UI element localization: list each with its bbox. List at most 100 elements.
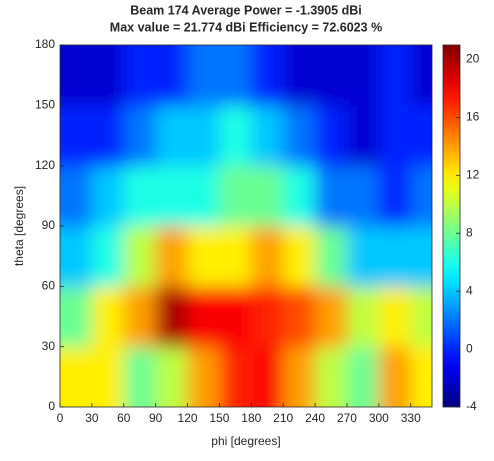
cell: [187, 346, 220, 407]
cell: [346, 346, 380, 407]
cell: [378, 105, 412, 167]
cell: [155, 226, 189, 287]
y-tick-label: 90: [42, 218, 56, 232]
cell: [378, 165, 412, 227]
cell: [315, 286, 348, 348]
plot-area: [60, 45, 432, 407]
cell: [346, 45, 380, 106]
cell: [219, 165, 252, 227]
y-tick-label: 60: [42, 279, 56, 293]
cell: [315, 45, 348, 106]
cell: [187, 105, 220, 167]
cell: [410, 45, 432, 106]
y-tick-label: 150: [35, 98, 55, 112]
field: [60, 45, 432, 407]
cell: [60, 45, 93, 106]
cell: [410, 346, 432, 407]
x-tick-label: 300: [369, 411, 389, 425]
cell: [315, 346, 348, 407]
cell: [378, 286, 412, 348]
cell: [251, 45, 284, 106]
cell: [91, 45, 125, 106]
cell: [251, 226, 284, 287]
cell: [155, 165, 189, 227]
cell: [251, 346, 284, 407]
cell: [91, 226, 125, 287]
colorbar-tick-label: 0: [466, 341, 473, 355]
cell: [378, 346, 412, 407]
cell: [91, 165, 125, 227]
cell: [346, 226, 380, 287]
x-tick-label: 270: [337, 411, 357, 425]
x-tick-label: 240: [305, 411, 325, 425]
cell: [315, 105, 348, 167]
y-tick-label: 0: [48, 399, 55, 413]
x-tick-label: 330: [401, 411, 421, 425]
x-tick-label: 210: [273, 411, 293, 425]
cell: [155, 105, 189, 167]
cell: [315, 226, 348, 287]
cell: [123, 45, 157, 106]
cell: [123, 165, 157, 227]
cell: [219, 105, 252, 167]
cell: [187, 45, 220, 106]
x-axis-label: phi [degrees]: [211, 434, 280, 448]
cell: [346, 286, 380, 348]
cell: [187, 226, 220, 287]
y-tick-label: 180: [35, 37, 55, 51]
cell: [219, 286, 252, 348]
cell: [410, 105, 432, 167]
cell: [219, 45, 252, 106]
cell: [123, 105, 157, 167]
x-tick-label: 90: [149, 411, 163, 425]
x-tick-label: 30: [85, 411, 99, 425]
cell: [91, 105, 125, 167]
chart-subtitle: Max value = 21.774 dBi Efficiency = 72.6…: [110, 20, 382, 34]
cell: [315, 165, 348, 227]
cell: [346, 105, 380, 167]
cell: [123, 226, 157, 287]
y-tick-label: 30: [42, 339, 56, 353]
cell: [251, 165, 284, 227]
chart-title: Beam 174 Average Power = -1.3905 dBi: [130, 3, 362, 17]
cell: [283, 165, 316, 227]
cell: [91, 286, 125, 348]
cell: [123, 286, 157, 348]
cell: [378, 226, 412, 287]
cell: [283, 346, 316, 407]
x-tick-label: 120: [178, 411, 198, 425]
colorbar-tick-label: -4: [466, 399, 477, 413]
cell: [155, 346, 189, 407]
x-tick-label: 0: [57, 411, 64, 425]
cell: [283, 105, 316, 167]
colorbar: [442, 44, 461, 408]
cell: [378, 45, 412, 106]
colorbar-tick-label: 12: [466, 167, 480, 181]
cell: [283, 226, 316, 287]
cell: [187, 286, 220, 348]
cell: [283, 286, 316, 348]
cell: [60, 226, 93, 287]
colorbar-tick-label: 8: [466, 225, 473, 239]
cell: [219, 346, 252, 407]
x-tick-label: 150: [209, 411, 229, 425]
cell: [410, 226, 432, 287]
x-tick-label: 180: [241, 411, 261, 425]
cell: [60, 286, 93, 348]
cell: [155, 286, 189, 348]
cell: [60, 346, 93, 407]
y-tick-label: 120: [35, 158, 55, 172]
cell: [187, 165, 220, 227]
cell: [219, 226, 252, 287]
cell: [60, 165, 93, 227]
cell: [123, 346, 157, 407]
cell: [410, 165, 432, 227]
x-tick-label: 60: [117, 411, 131, 425]
cell: [91, 346, 125, 407]
y-axis-label: theta [degrees]: [12, 186, 26, 266]
cell: [251, 286, 284, 348]
cell: [283, 45, 316, 106]
cell: [346, 165, 380, 227]
cell: [251, 105, 284, 167]
